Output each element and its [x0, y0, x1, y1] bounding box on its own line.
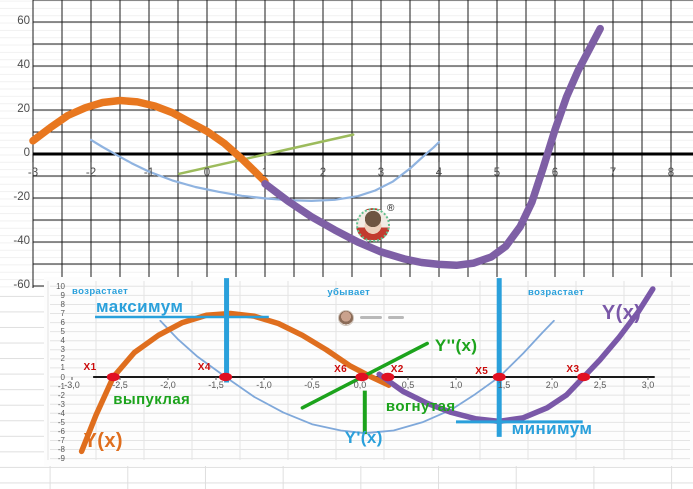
series-curve [29, 96, 269, 186]
y-tick-label: 60 [17, 15, 30, 27]
y-tick-label: -1 [57, 381, 65, 391]
y-tick-label: -3 [57, 399, 65, 409]
annotation-минимум: минимум [511, 418, 593, 438]
y-tick-label: -9 [57, 454, 65, 464]
data-point-X1 [106, 372, 120, 382]
x-tick-label: -1 [143, 167, 155, 179]
series-curve [261, 24, 604, 270]
y-tick-label: -6 [57, 426, 65, 436]
y-tick-label: -7 [57, 435, 65, 445]
y-tick-label: 9 [60, 290, 65, 300]
y-tick-label: 5 [60, 327, 65, 337]
y-tick-label: -60 [13, 279, 30, 290]
y-tick-label: 40 [17, 59, 30, 71]
x-tick-label: 3,0 [641, 380, 655, 390]
y-tick-label: 8 [60, 299, 65, 309]
x-tick-label: -3 [27, 167, 39, 179]
x-tick-label: 1,0 [449, 380, 463, 390]
registered-trademark-icon: ® [387, 203, 395, 214]
x-tick-label: -2 [85, 167, 97, 179]
x-tick-label: -3,0 [64, 380, 80, 390]
y-tick-label: -20 [13, 191, 30, 203]
x-tick-label: 2 [319, 167, 327, 179]
x-tick-label: 3 [377, 167, 385, 179]
data-point-X6 [355, 372, 369, 382]
data-point-X4 [219, 372, 233, 382]
y-tick-label: 10 [56, 281, 65, 291]
x-tick-label: 1 [261, 167, 269, 179]
series-curve [177, 133, 355, 176]
data-point-X2 [381, 372, 395, 382]
y-tick-label: -8 [57, 445, 65, 455]
annotation-возрастает: возрастает [528, 287, 585, 299]
x-tick-label: 6 [551, 167, 559, 179]
data-point-X5 [492, 372, 506, 382]
series-curve [376, 286, 656, 425]
annotation-Yx: Y''(x) [434, 336, 478, 356]
annotation-Yx: Y(x) [83, 429, 123, 452]
annotation-X5: X5 [475, 366, 489, 378]
series-curve [78, 310, 392, 455]
annotation-X3: X3 [566, 364, 580, 376]
series-curve [89, 138, 441, 202]
author-surname-smudge [388, 316, 404, 319]
y-tick-label: 0 [23, 147, 30, 159]
x-tick-label: -2,5 [112, 380, 128, 390]
annotation-возрастает: возрастает [72, 286, 129, 298]
top-chart-plot [29, 0, 693, 288]
author-name-smudge [360, 316, 382, 319]
y-tick-label: 20 [17, 103, 30, 115]
annotation-максимум: максимум [96, 297, 184, 317]
y-tick-label: -40 [13, 235, 30, 247]
x-tick-label: 4 [435, 167, 443, 179]
top-function-chart[interactable]: -3 -2 -1 0 1 2 3 4 5 6 7 8 60 40 20 0 -20 -40 -60 ® [0, 0, 693, 290]
author-avatar-watermark-icon [338, 310, 354, 326]
y-tick-label: 7 [60, 309, 65, 318]
y-tick-label: 4 [60, 336, 65, 346]
x-tick-label: 7 [609, 167, 617, 179]
y-tick-label: -5 [57, 417, 65, 427]
x-tick-label: 0 [203, 167, 211, 179]
annotation-Yx: Y(x) [601, 301, 642, 324]
x-tick-label: 2,5 [593, 380, 607, 390]
y-tick-label: -4 [57, 408, 65, 418]
annotation-Yx: Y'(x) [344, 427, 383, 447]
bottom-analysis-chart[interactable]: -3,0 -2,5 -2,0 -1,5 -1,0 -0,5 0,0 0,5 1,0 1,5 2,0 2… [44, 277, 693, 466]
x-tick-label: 8 [667, 167, 675, 179]
x-tick-label: 0,5 [401, 380, 415, 390]
x-tick-label: -1,0 [256, 380, 272, 390]
annotation-вогнутая: вогнутая [385, 397, 456, 415]
annotation-X4: X4 [197, 362, 211, 374]
annotation-X6: X6 [334, 364, 348, 376]
x-tick-label: 2,0 [545, 380, 559, 390]
y-tick-label: 0 [60, 372, 65, 382]
data-point-X3 [577, 372, 591, 382]
y-tick-label: -2 [57, 390, 65, 400]
y-tick-label: 3 [60, 345, 65, 355]
x-tick-label: 0,0 [353, 380, 367, 390]
y-tick-label: 1 [60, 363, 65, 373]
x-tick-label: 5 [493, 167, 501, 179]
x-tick-label: -1,5 [208, 380, 224, 390]
bottom-chart-labels: -3,0 -2,5 -2,0 -1,5 -1,0 -0,5 0,0 0,5 1,0 1,5 2,0 2… [44, 277, 693, 466]
annotation-выпуклая: выпуклая [113, 390, 191, 408]
annotation-X1: X1 [83, 362, 97, 374]
x-tick-label: -2,0 [160, 380, 176, 390]
avatar-watermark-icon: ® [356, 203, 394, 242]
x-tick-label: 1,5 [497, 380, 511, 390]
annotation-X2: X2 [390, 364, 404, 376]
annotation-убывает: убывает [327, 287, 371, 299]
bottom-chart-plot [47, 278, 690, 460]
top-chart-labels: -3 -2 -1 0 1 2 3 4 5 6 7 8 60 40 20 0 -20 -40 -60 [13, 15, 675, 290]
y-tick-label: 6 [60, 318, 65, 328]
y-tick-label: 2 [60, 354, 65, 364]
x-tick-label: -0,5 [304, 380, 320, 390]
